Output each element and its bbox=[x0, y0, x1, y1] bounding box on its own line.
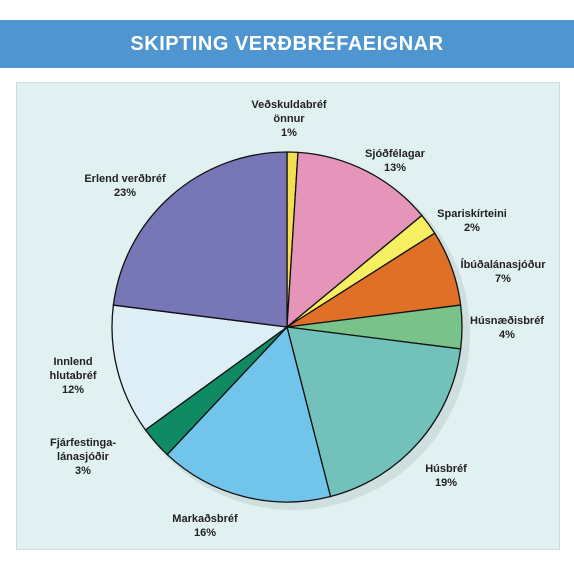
slice-label: Markaðsbréf 16% bbox=[172, 512, 237, 540]
category-label: Markaðsbréf bbox=[172, 513, 238, 525]
category-label: Íbúðalánasjóður bbox=[460, 259, 546, 271]
value-label: 7% bbox=[495, 273, 511, 285]
category-label: Húsnæðisbréf bbox=[470, 315, 544, 327]
value-label: 3% bbox=[75, 465, 91, 477]
slice-label: Húsnæðisbréf 4% bbox=[470, 314, 544, 342]
category-label: Fjárfestinga- lánasjóðir bbox=[49, 437, 117, 463]
value-label: 19% bbox=[434, 477, 458, 489]
value-label: 16% bbox=[193, 527, 217, 539]
category-label: Húsbréf bbox=[425, 463, 467, 475]
pie-slice bbox=[286, 326, 462, 498]
category-label: Sjóðfélagar bbox=[365, 148, 425, 160]
value-label: 4% bbox=[499, 329, 515, 341]
value-label: 12% bbox=[61, 384, 85, 396]
pie-slice bbox=[286, 151, 423, 329]
category-label: Spariskírteini bbox=[437, 208, 507, 220]
value-label: 1% bbox=[281, 127, 297, 139]
slice-label: Veðskuldabréf önnur 1% bbox=[251, 98, 326, 140]
value-label: 13% bbox=[383, 162, 407, 174]
slice-label: Spariskírteini 2% bbox=[437, 207, 507, 235]
pie-slice bbox=[112, 151, 288, 328]
value-label: 2% bbox=[464, 222, 480, 234]
slice-label: Sjóðfélagar 13% bbox=[365, 147, 425, 175]
slice-label: Erlend verðbréf 23% bbox=[84, 172, 165, 200]
chart-title: SKIPTING VERÐBRÉFAEIGNAR bbox=[0, 20, 574, 68]
slice-label: Íbúðalánasjóður 7% bbox=[461, 258, 546, 286]
slice-label: Fjárfestinga- lánasjóðir 3% bbox=[50, 436, 116, 478]
pie-slice bbox=[166, 325, 332, 503]
slice-label: Húsbréf 19% bbox=[425, 462, 467, 490]
category-label: Veðskuldabréf önnur bbox=[251, 99, 327, 125]
category-label: Innlend hlutabréf bbox=[49, 356, 97, 382]
value-label: 23% bbox=[113, 187, 137, 199]
slice-label: Innlend hlutabréf 12% bbox=[49, 355, 96, 397]
category-label: Erlend verðbréf bbox=[84, 173, 166, 185]
pie-slice bbox=[111, 304, 289, 431]
